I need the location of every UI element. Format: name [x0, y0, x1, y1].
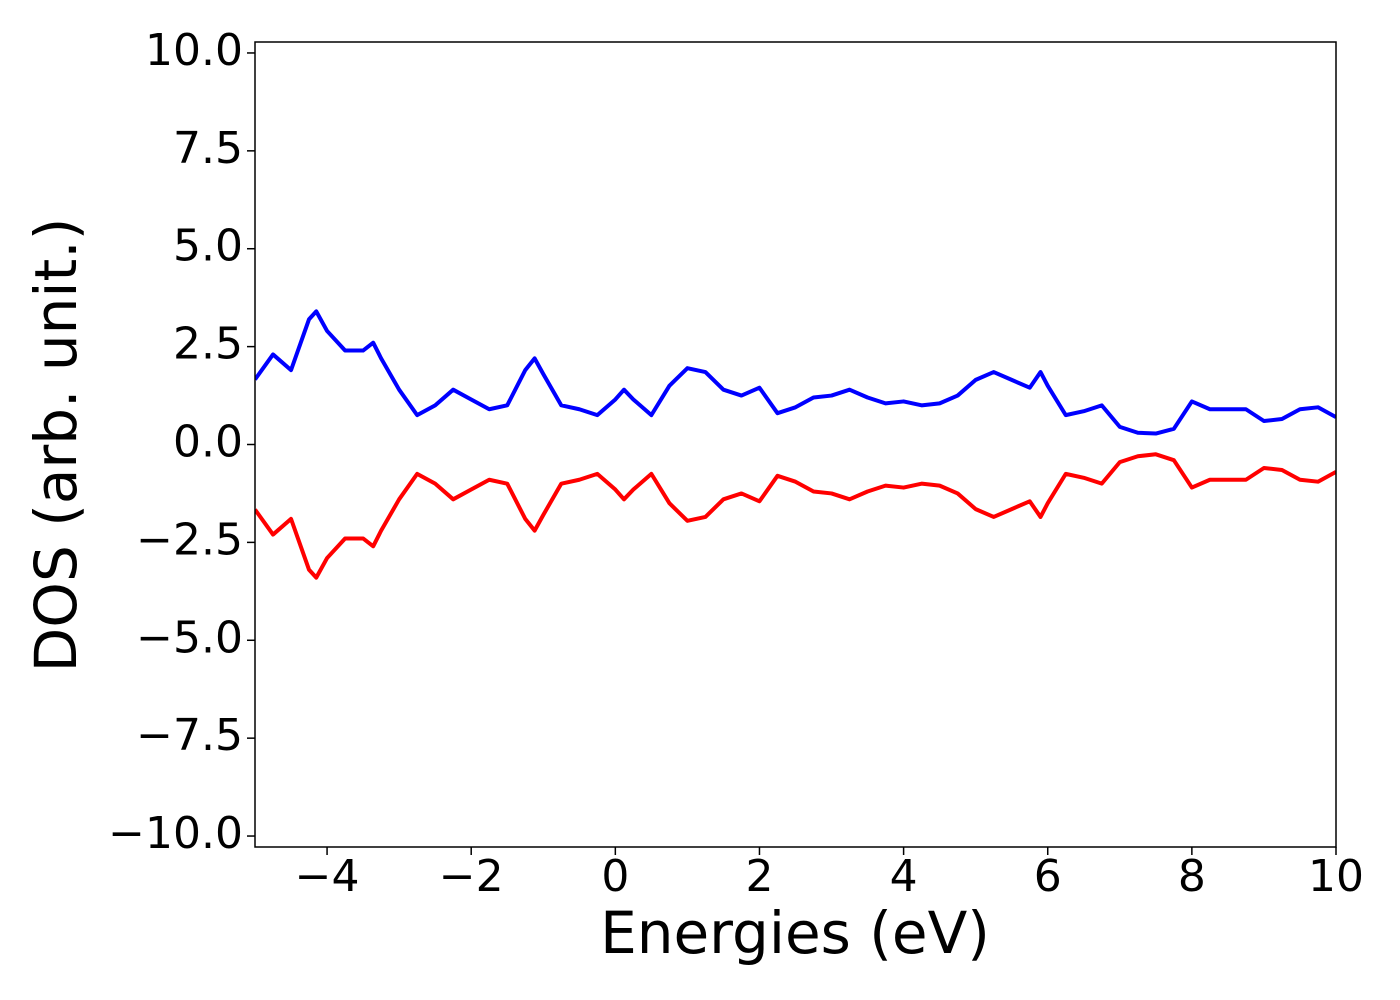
y-tick-label: 10.0 [145, 25, 243, 76]
plot-frame [254, 41, 1337, 848]
y-tick-label: 5.0 [173, 221, 243, 272]
y-tick-label: 7.5 [173, 123, 243, 174]
y-tick-label: −2.5 [136, 514, 243, 565]
y-tick-label: 0.0 [173, 417, 243, 468]
y-tick-label: −10.0 [108, 808, 243, 859]
y-tick-label: −5.0 [136, 612, 243, 663]
x-tick-label: −4 [295, 851, 360, 902]
x-tick-label: −2 [439, 851, 504, 902]
line-series [255, 452, 1336, 580]
x-axis-label: Energies (eV) [600, 899, 990, 967]
x-tick-label: 10 [1308, 851, 1364, 902]
x-tick-label: 8 [1178, 851, 1206, 902]
x-tick-label: 2 [745, 851, 773, 902]
x-tick-label: 0 [601, 851, 629, 902]
y-tick-label: 2.5 [173, 319, 243, 370]
y-tick-label: −7.5 [136, 710, 243, 761]
line-series [255, 309, 1336, 436]
x-tick-label: 4 [890, 851, 918, 902]
x-tick-label: 6 [1034, 851, 1062, 902]
y-axis-label: DOS (arb. unit.) [22, 218, 90, 673]
